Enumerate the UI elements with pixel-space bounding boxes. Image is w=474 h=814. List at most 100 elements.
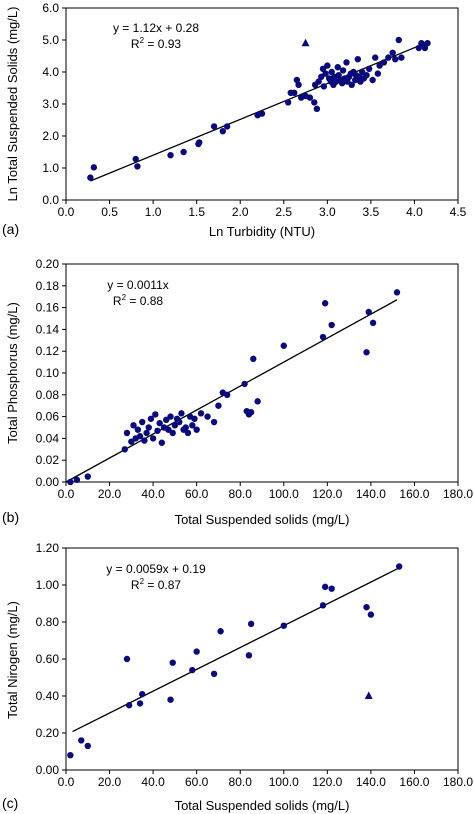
data-point — [392, 56, 399, 63]
y-tick-label: 0.18 — [36, 279, 60, 293]
y-axis-title: Total Nirogen (mg/L) — [5, 601, 20, 719]
data-point — [354, 56, 362, 63]
x-tick-label: 1.5 — [188, 205, 205, 219]
data-point — [328, 585, 335, 592]
x-tick-label: 40.0 — [141, 487, 165, 501]
x-tick-label: 180.0 — [443, 775, 473, 789]
x-tick-label: 0.0 — [58, 205, 75, 219]
x-tick-label: 1.0 — [145, 205, 162, 219]
y-tick-label: 0.12 — [36, 344, 60, 358]
data-point — [178, 410, 185, 417]
data-point — [171, 422, 179, 429]
data-point — [145, 424, 152, 431]
data-point — [319, 602, 327, 609]
data-point — [204, 413, 211, 420]
x-tick-label: 4.0 — [406, 205, 423, 219]
plot-frame — [65, 7, 459, 201]
data-point — [215, 402, 222, 409]
data-point — [134, 163, 141, 170]
panel-a: 0.0 0.5 1.0 1.5 2.0 2.5 3.0 3.5 4.0 4.5 0.0 1.0 2.0 3… — [2, 1, 467, 239]
data-point — [363, 604, 370, 611]
data-point — [67, 752, 74, 759]
data-point — [338, 80, 346, 87]
data-point — [136, 700, 144, 707]
x-tick-label: 180.0 — [443, 487, 473, 501]
data-point — [158, 439, 166, 446]
data-point — [320, 83, 328, 90]
data-point — [321, 300, 329, 307]
trend-line — [65, 299, 398, 483]
data-point — [147, 415, 155, 422]
x-tick-label: 3.0 — [319, 205, 336, 219]
data-point — [223, 123, 231, 130]
x-tick-label: 160.0 — [399, 775, 429, 789]
y-tick-label: 0.16 — [36, 301, 60, 315]
data-point — [210, 670, 218, 677]
x-axis-title: Total Suspended solids (mg/L) — [175, 798, 350, 813]
equation-label: y = 0.0011x — [107, 278, 169, 292]
panel-label: (a) — [2, 221, 19, 237]
data-point — [369, 76, 376, 84]
trend-line — [72, 567, 400, 733]
x-tick-label: 140.0 — [356, 775, 386, 789]
x-tick-label: 140.0 — [356, 487, 386, 501]
data-point — [245, 652, 253, 659]
data-point — [152, 411, 159, 418]
data-point — [167, 413, 174, 420]
x-tick-label: 160.0 — [399, 487, 429, 501]
x-tick-label: 60.0 — [185, 487, 209, 501]
y-tick-label: 4.0 — [42, 65, 59, 79]
panel-b: 0.0 20.0 40.0 60.0 80.0 100.0 120.0 140.0 160.0 1… — [2, 257, 473, 527]
data-point — [139, 690, 146, 698]
data-point — [396, 563, 403, 570]
data-point — [149, 435, 157, 442]
y-tick-label: 0.04 — [36, 431, 60, 445]
y-tick-label: 2.0 — [42, 129, 59, 143]
x-tick-label: 80.0 — [229, 487, 253, 501]
x-tick-label: 0.5 — [101, 205, 118, 219]
y-tick-label: 0.40 — [36, 689, 60, 703]
y-tick-label: 0.20 — [36, 257, 60, 271]
data-point — [143, 429, 150, 437]
data-point — [319, 333, 327, 341]
data-point — [167, 696, 174, 703]
x-axis-title: Total Suspended solids (mg/L) — [175, 512, 350, 527]
data-point — [132, 155, 139, 163]
data-point — [189, 666, 196, 674]
data-point — [335, 72, 342, 79]
data-point — [154, 427, 161, 434]
y-tick-label: 0.00 — [36, 475, 60, 489]
data-point — [321, 583, 329, 591]
data-point — [180, 148, 187, 156]
data-point — [315, 78, 322, 85]
data-point — [372, 54, 379, 61]
data-point — [67, 478, 74, 486]
data-point — [393, 289, 401, 296]
data-point — [123, 655, 131, 663]
panel-label: (c) — [2, 795, 18, 811]
data-point — [313, 105, 321, 113]
data-point — [380, 59, 388, 66]
data-point — [169, 659, 176, 666]
data-point — [385, 54, 392, 61]
data-point — [247, 409, 255, 416]
r-squared-label: R2 = 0.87 — [131, 577, 181, 592]
data-point — [182, 424, 189, 431]
y-tick-label: 0.14 — [36, 322, 60, 336]
data-point — [339, 67, 347, 74]
data-point — [162, 416, 170, 424]
data-point — [167, 152, 174, 159]
x-tick-label: 2.0 — [232, 205, 249, 219]
y-tick-label: 0.60 — [36, 652, 60, 666]
data-point — [334, 63, 341, 71]
data-point — [156, 419, 163, 427]
data-point — [139, 418, 146, 426]
x-tick-label: 120.0 — [312, 487, 342, 501]
data-point — [134, 426, 142, 433]
y-axis-title: Total Phosphorus (mg/L) — [5, 302, 20, 444]
data-point — [254, 398, 261, 405]
data-point — [311, 99, 318, 106]
data-point — [348, 81, 355, 89]
data-point — [280, 622, 287, 629]
